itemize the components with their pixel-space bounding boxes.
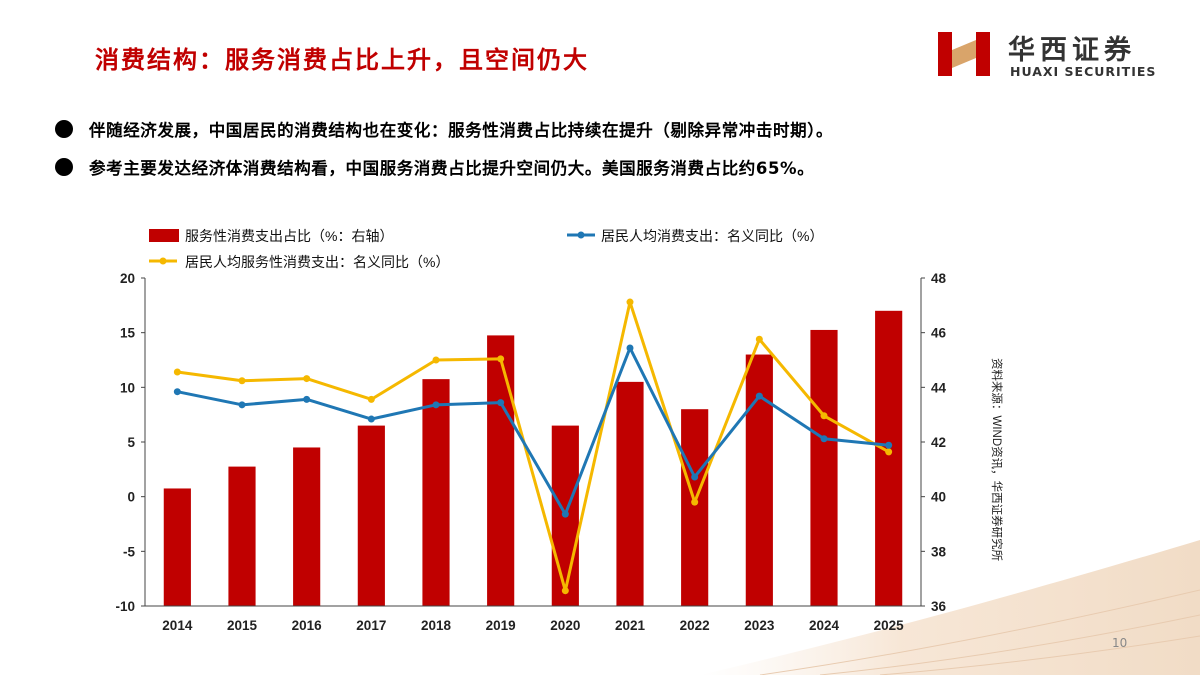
x-tick-label: 2021 <box>615 618 646 633</box>
combo-chart: -10 -5 0 5 10 15 20 36 38 40 42 44 46 48 2014 2015 2016 2… <box>115 228 1004 633</box>
service-spend-growth-point <box>367 395 375 403</box>
bar-2022 <box>681 409 709 606</box>
x-tick-label: 2014 <box>162 618 193 633</box>
total-spend-growth-point <box>561 510 569 518</box>
bullet-dot-icon <box>55 158 73 176</box>
legend-label-bar: 服务性消费支出占比（%：右轴） <box>185 228 393 244</box>
bullet-text: 伴随经济发展，中国居民的消费结构也在变化：服务性消费占比持续在提升（剔除异常冲击… <box>89 121 834 140</box>
y-left-tick-label: 5 <box>127 435 135 450</box>
service-spend-growth-point <box>561 587 569 595</box>
y-right-tick-label: 38 <box>931 544 947 559</box>
y-right-tick-label: 46 <box>931 326 947 341</box>
x-tick-label: 2016 <box>292 618 323 633</box>
y-right-tick-label: 42 <box>931 435 946 450</box>
legend-yellow-dot <box>159 257 167 265</box>
legend-bar-swatch <box>149 229 179 242</box>
x-tick-label: 2019 <box>486 618 516 633</box>
y-left-tick-label: 10 <box>120 380 135 395</box>
chart-source-note: 资料来源：WIND资讯，华西证券研究所 <box>990 358 1004 562</box>
x-tick-label: 2018 <box>421 618 452 633</box>
total-spend-growth-point <box>820 435 828 443</box>
page-number: 10 <box>1112 636 1128 650</box>
logo-text-en: HUAXI SECURITIES <box>1010 64 1157 79</box>
chart-panel: -10 -5 0 5 10 15 20 36 38 40 42 44 46 48 2014 2015 2016 2… <box>95 212 1006 669</box>
service-spend-growth-point <box>303 375 311 383</box>
bar-2014 <box>163 488 191 606</box>
total-spend-growth-point <box>755 392 763 400</box>
total-spend-growth-point <box>626 344 634 352</box>
total-spend-growth-point <box>238 401 246 409</box>
bar-2021 <box>616 381 644 606</box>
total-spend-growth-point <box>173 388 181 396</box>
y-right-tick-label: 44 <box>931 380 947 395</box>
logo-mark-icon <box>938 32 990 76</box>
total-spend-growth-point <box>885 441 893 449</box>
x-tick-label: 2024 <box>809 618 840 633</box>
x-tick-label: 2023 <box>744 618 775 633</box>
total-spend-growth-point <box>691 473 699 481</box>
service-spend-growth-point <box>173 368 181 376</box>
total-spend-growth-line <box>177 346 889 516</box>
bar-2018 <box>422 379 450 606</box>
service-spend-growth-line <box>177 300 890 593</box>
service-spend-growth-point <box>755 335 763 343</box>
x-tick-label: 2015 <box>227 618 258 633</box>
y-left-tick-label: 15 <box>120 326 136 341</box>
legend-label-blue: 居民人均消费支出：名义同比（%） <box>601 228 823 244</box>
y-right-tick-label: 48 <box>931 271 947 286</box>
x-tick-label: 2022 <box>680 618 710 633</box>
y-right-tick-label: 36 <box>931 599 947 614</box>
x-tick-label: 2020 <box>550 618 580 633</box>
y-left-tick-label: 0 <box>127 490 135 505</box>
bullet-text: 参考主要发达经济体消费结构看，中国服务消费占比提升空间仍大。美国服务消费占比约6… <box>89 159 815 178</box>
x-tick-label: 2025 <box>874 618 905 633</box>
bar-2016 <box>293 447 321 606</box>
total-spend-growth-point <box>367 415 375 423</box>
y-left-tick-label: 20 <box>120 271 135 286</box>
service-spend-growth-point <box>238 377 246 385</box>
logo-text-cn: 华西证券 <box>1008 35 1136 66</box>
service-spend-growth-point <box>820 412 828 420</box>
y-left-tick-label: -5 <box>123 544 135 559</box>
bar-2024 <box>810 329 838 606</box>
total-spend-growth-point <box>432 401 440 409</box>
y-right-tick-label: 40 <box>931 490 946 505</box>
company-logo: 华西证券 HUAXI SECURITIES <box>936 28 1176 80</box>
page-title: 消费结构：服务消费占比上升，且空间仍大 <box>95 46 589 74</box>
service-spend-growth-point <box>885 448 893 456</box>
bar-2017 <box>357 425 385 606</box>
service-spend-growth-point <box>432 356 440 364</box>
legend-blue-dot <box>577 231 585 239</box>
total-spend-growth-point <box>497 399 505 407</box>
bar-2025 <box>875 310 903 606</box>
bar-2019 <box>487 335 515 606</box>
total-spend-growth-point <box>303 395 311 403</box>
bullet-dot-icon <box>55 120 73 138</box>
y-left-tick-label: -10 <box>115 599 135 614</box>
legend-label-yellow: 居民人均服务性消费支出：名义同比（%） <box>185 254 449 270</box>
bar-2015 <box>228 466 256 606</box>
x-tick-label: 2017 <box>356 618 386 633</box>
service-spend-growth-point <box>497 355 505 363</box>
service-spend-growth-point <box>626 298 634 306</box>
service-spend-growth-point <box>691 498 699 506</box>
bar-2023 <box>745 354 773 606</box>
